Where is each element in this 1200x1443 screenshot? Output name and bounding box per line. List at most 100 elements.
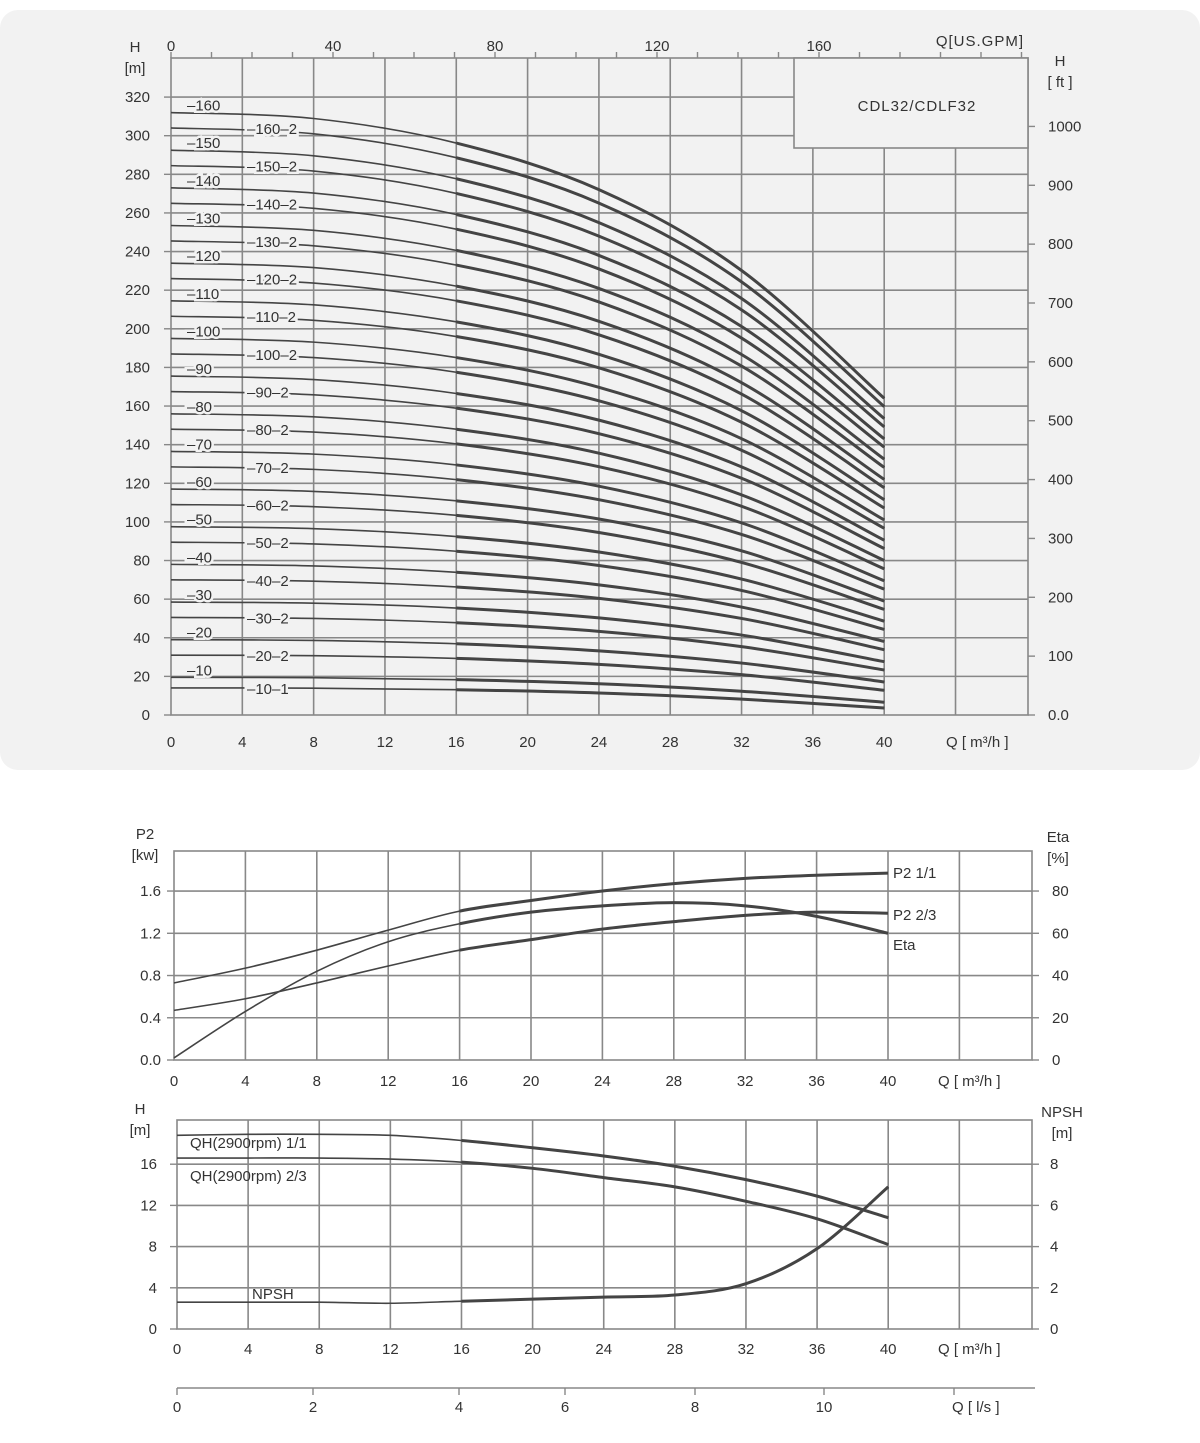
x-tick-label: 8: [313, 1073, 321, 1090]
y2-tick-label: 0: [1050, 1321, 1058, 1338]
curve-label: –120: [187, 248, 220, 265]
stage-curve: [456, 442, 885, 571]
curve-label: –50–2: [247, 535, 289, 552]
y-tick-label: 220: [125, 282, 150, 299]
y2-tick-label: 800: [1048, 236, 1073, 253]
y2-tick-label: 0: [1052, 1052, 1060, 1069]
y2-axis-unit: [m]: [1052, 1125, 1073, 1142]
y2-tick-label: 300: [1048, 530, 1073, 547]
stage-curve: [456, 427, 885, 562]
y2-tick-label: 400: [1048, 472, 1073, 489]
curve-label: –80–2: [247, 422, 289, 439]
x-tick-label: 40: [880, 1341, 897, 1358]
curve-label: –40: [187, 549, 212, 566]
curve-label: –150: [187, 135, 220, 152]
series-label: NPSH: [252, 1286, 294, 1303]
y-tick-label: 140: [125, 437, 150, 454]
qh-stage-chart: 0 4 8 12 16 20 24 28 32 36 40 Q [ m³/h ] 0 20 40 60 80 10…: [125, 33, 1082, 751]
curve-label: –20: [187, 625, 212, 642]
curve-label: –30–2: [247, 610, 289, 627]
y-tick-label: 0: [149, 1321, 157, 1338]
series-label: Eta: [893, 937, 916, 954]
x2-tick-label: 2: [309, 1399, 317, 1416]
x-tick-label: 4: [241, 1073, 249, 1090]
stage-curve: [456, 284, 886, 481]
y2-tick-label: 6: [1050, 1197, 1058, 1214]
series-curve: [459, 871, 889, 913]
x-tick-label: 32: [738, 1341, 755, 1358]
x-tick-label: 4: [238, 734, 246, 751]
stage-curve: [456, 570, 885, 643]
y-axis-label: H: [130, 39, 141, 56]
chart-title: CDL32/CDLF32: [858, 98, 977, 115]
x-tick-label: 36: [808, 1073, 825, 1090]
curve-label: –100: [187, 323, 220, 340]
y2-tick-label: 60: [1052, 925, 1069, 942]
y-axis-unit: [kw]: [132, 847, 159, 864]
x-tick-label: 16: [451, 1073, 468, 1090]
x-axis-label: Q [ m³/h ]: [938, 1073, 1001, 1090]
plot-frame: [176, 1119, 1033, 1330]
stage-curve: [456, 513, 885, 611]
curve-label: –50: [187, 512, 212, 529]
x-tick-label: 12: [382, 1341, 399, 1358]
y2-axis-unit: [ ft ]: [1047, 74, 1072, 91]
x2-tick-label: 6: [561, 1399, 569, 1416]
stage-curve: [456, 621, 885, 672]
curve-label: –60: [187, 474, 212, 491]
x-tick-label: 20: [524, 1341, 541, 1358]
y-tick-label: 300: [125, 128, 150, 145]
x-tick-label: 24: [594, 1073, 611, 1090]
y2-tick-label: 40: [1052, 968, 1069, 985]
y-tick-label: 0.0: [140, 1052, 161, 1069]
y2-tick-label: 500: [1048, 413, 1073, 430]
series-curve: [459, 901, 889, 935]
y2-tick-label: 1000: [1048, 118, 1081, 135]
stage-curve: [456, 177, 886, 420]
y2-axis-unit: [%]: [1047, 850, 1069, 867]
stage-curve: [456, 356, 885, 522]
stage-curve: [456, 191, 886, 429]
stage-curve: [456, 549, 885, 631]
stage-curve: [456, 688, 885, 710]
stage-curve: [456, 678, 885, 704]
stage-curve: [456, 227, 886, 449]
curve-label: –70: [187, 436, 212, 453]
x-tick-label: 8: [309, 734, 317, 751]
x-tick-label: 16: [448, 734, 465, 751]
y-axis-label: P2: [136, 826, 154, 843]
y2-tick-label: 600: [1048, 354, 1073, 371]
y-tick-label: 320: [125, 89, 150, 106]
x2-tick-label: 0: [167, 38, 175, 55]
x-tick-label: 40: [876, 734, 893, 751]
x-tick-label: 36: [809, 1341, 826, 1358]
x-tick-label: 28: [662, 734, 679, 751]
x-tick-label: 28: [665, 1073, 682, 1090]
y2-tick-label: 200: [1048, 589, 1073, 606]
y2-tick-label: 700: [1048, 295, 1073, 312]
x-tick-label: 24: [595, 1341, 612, 1358]
stage-curve: [456, 499, 885, 603]
power-efficiency-chart: 0 4 8 12 16 20 24 28 32 36 40 Q [ m³/h ] 0.0 0.4 0.8 1.…: [132, 826, 1070, 1090]
x2-axis-label: Q [ l/s ]: [952, 1399, 1000, 1416]
y-tick-label: 0.4: [140, 1010, 161, 1027]
y2-tick-label: 80: [1052, 883, 1069, 900]
plot-frame: [173, 850, 1033, 1061]
series-curve: [459, 910, 889, 952]
x-axis-label: Q [ m³/h ]: [946, 734, 1009, 751]
stage-curve: [456, 463, 885, 583]
x2-tick-label: 40: [325, 38, 342, 55]
curve-label: –20–2: [247, 648, 289, 665]
stage-curve: [456, 391, 885, 542]
x-tick-label: 40: [880, 1073, 897, 1090]
y2-axis-label: H: [1055, 53, 1066, 70]
series-label: QH(2900rpm) 1/1: [190, 1135, 307, 1152]
curve-label: –70–2: [247, 460, 289, 477]
curve-label: –140–2: [247, 196, 297, 213]
y2-tick-label: 20: [1052, 1010, 1069, 1027]
stage-curve: [456, 370, 885, 530]
y-tick-label: 120: [125, 475, 150, 492]
y-axis-unit: [m]: [125, 60, 146, 77]
curve-label: –100–2: [247, 347, 297, 364]
